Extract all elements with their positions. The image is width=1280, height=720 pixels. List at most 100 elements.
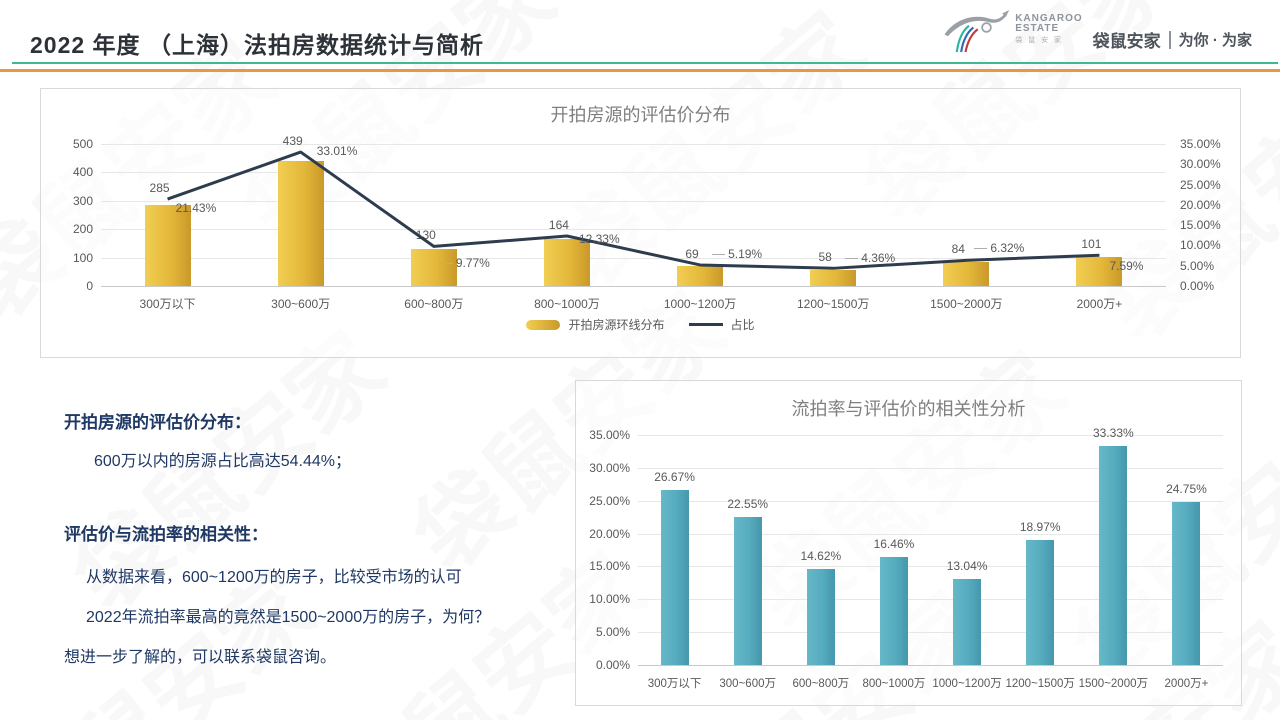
- x-tick-label: 2000万+: [1076, 297, 1123, 311]
- y-tick-label: 30.00%: [589, 460, 630, 475]
- bar-value-label: 69: [685, 246, 699, 261]
- gridline: [101, 144, 1166, 145]
- chart1-legend: 开拍房源环线分布 占比: [41, 316, 1240, 333]
- chart-card-appraisal-distribution: 开拍房源的评估价分布 285 439 130 164 69 58 84 101 21.43% 33…: [40, 88, 1241, 358]
- y-tick-label: 400: [72, 165, 93, 180]
- y-tick-label: 500: [72, 137, 93, 151]
- gridline: [638, 467, 1223, 469]
- y-tick-label: 100: [72, 250, 93, 265]
- bar: [953, 579, 982, 665]
- x-tick-label: 1200~1500万: [796, 297, 870, 311]
- bar: [660, 489, 689, 665]
- bar-value-label: 84: [951, 242, 965, 257]
- bar-value-label: 13.04%: [946, 559, 988, 574]
- header-rule-orange: [0, 69, 1280, 72]
- y-tick-label: 30.00%: [1180, 157, 1221, 172]
- x-tick-label: 600~800万: [792, 678, 850, 690]
- x-tick-label: 1000~1200万: [932, 678, 1002, 690]
- y-tick-label: 20.00%: [1180, 197, 1221, 212]
- legend-bar-swatch: [526, 319, 561, 330]
- y-tick-label: 5.00%: [1180, 258, 1215, 273]
- legend-bar-label: 开拍房源环线分布: [568, 318, 665, 332]
- bar: [144, 205, 191, 286]
- chart1-plot-area: 285 439 130 164 69 58 84 101 21.43% 33.01% 9.77% 12…: [101, 134, 1166, 287]
- label-leader-line: [712, 253, 726, 255]
- chart-card-failrate-correlation: 流拍率与评估价的相关性分析 26.67% 22.55% 14.62% 16.46% 13…: [575, 380, 1242, 706]
- note-block1-title: 开拍房源的评估价分布：: [64, 413, 251, 432]
- bar: [879, 556, 908, 665]
- y-tick-label: 35.00%: [589, 428, 630, 442]
- bar-value-label: 26.67%: [654, 469, 695, 484]
- gridline: [638, 500, 1223, 502]
- y-tick-label: 0.00%: [1180, 279, 1215, 293]
- y-tick-label: 15.00%: [589, 559, 630, 574]
- gridline: [638, 599, 1223, 601]
- bar: [277, 161, 324, 286]
- bar: [806, 568, 835, 665]
- bar: [733, 516, 762, 665]
- gridline: [638, 435, 1223, 436]
- line-percent-label: 6.32%: [990, 241, 1025, 256]
- line-percent-label: 7.59%: [1109, 259, 1144, 274]
- kangaroo-logo-icon: KANGAROO ESTATE 袋 鼠 安 家: [941, 8, 1082, 54]
- x-tick-label: 300~600万: [271, 297, 331, 311]
- bar: [677, 266, 724, 286]
- x-tick-label: 1500~2000万: [1078, 678, 1149, 690]
- note-block2-line3: 想进一步了解的，可以联系袋鼠咨询。: [64, 649, 337, 666]
- header-rule-green: [12, 62, 1278, 64]
- y-tick-label: 0: [86, 279, 93, 293]
- bar-value-label: 24.75%: [1166, 482, 1207, 497]
- gridline: [101, 286, 1166, 287]
- note-block2-line1: 从数据来看，600~1200万的房子，比较受市场的认可: [86, 569, 462, 586]
- x-tick-label: 1200~1500万: [1005, 678, 1075, 690]
- y-tick-label: 35.00%: [1180, 137, 1221, 151]
- bar: [1026, 540, 1055, 665]
- x-tick-label: 1000~1200万: [663, 297, 737, 311]
- x-tick-label: 600~800万: [404, 297, 464, 311]
- label-leader-line: [439, 263, 453, 265]
- line-percent-label: 4.36%: [861, 251, 896, 266]
- note-block2-title: 评估价与流拍率的相关性：: [64, 525, 268, 544]
- bar-value-label: 285: [149, 181, 170, 196]
- slide-header: 2022 年度 （上海）法拍房数据统计与简析 KANGAROO ESTATE 袋…: [0, 0, 1280, 80]
- page-title: 2022 年度 （上海）法拍房数据统计与简析: [30, 32, 484, 58]
- brand-tagline: 袋鼠安家 为你 · 为家: [1093, 27, 1252, 54]
- label-leader-line: [845, 258, 859, 260]
- gridline: [638, 566, 1223, 568]
- y-tick-label: 10.00%: [1180, 238, 1221, 253]
- line-percent-label: 33.01%: [316, 144, 358, 159]
- label-leader-line: [974, 248, 988, 250]
- bar-value-label: 101: [1081, 237, 1102, 252]
- bar: [410, 249, 457, 286]
- bar: [543, 239, 590, 286]
- y-tick-label: 5.00%: [595, 625, 630, 640]
- gridline: [638, 665, 1223, 666]
- bar: [1172, 502, 1201, 665]
- gridline: [101, 200, 1166, 202]
- chart2-title: 流拍率与评估价的相关性分析: [791, 399, 1026, 419]
- y-tick-label: 10.00%: [589, 592, 630, 607]
- line-percent-label: 9.77%: [455, 256, 490, 271]
- bar-value-label: 22.55%: [727, 496, 769, 511]
- note-block1-line1: 600万以内的房源占比高达54.44%；: [94, 453, 351, 470]
- bar-value-label: 58: [818, 250, 832, 265]
- legend-line-swatch: [688, 323, 723, 326]
- x-tick-label: 1500~2000万: [930, 297, 1003, 311]
- y-tick-label: 25.00%: [589, 493, 630, 508]
- gridline: [101, 229, 1166, 231]
- brand-en-line2: ESTATE: [1015, 23, 1060, 35]
- note-block2-line2: 2022年流拍率最高的竟然是1500~2000万的房子，为何？: [86, 609, 491, 626]
- bar: [1099, 445, 1128, 665]
- y-tick-label: 200: [72, 222, 93, 237]
- line-percent-label: 12.33%: [578, 231, 620, 246]
- bar-value-label: 164: [548, 217, 569, 232]
- ratio-line: [167, 150, 1100, 270]
- bar: [1076, 257, 1123, 286]
- x-tick-label: 300万以下: [647, 678, 702, 690]
- tagline-brand: 袋鼠安家: [1092, 32, 1161, 51]
- x-tick-label: 300万以下: [139, 297, 196, 311]
- gridline: [101, 172, 1166, 174]
- bar-value-label: 14.62%: [800, 548, 842, 563]
- x-tick-label: 800~1000万: [862, 678, 926, 690]
- brand-cn-small: 袋 鼠 安 家: [1015, 36, 1064, 44]
